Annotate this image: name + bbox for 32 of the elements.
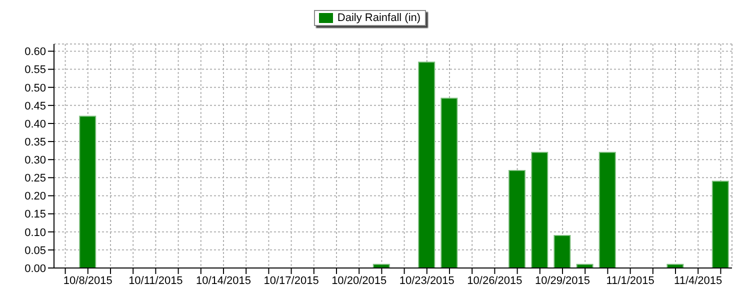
x-tick-label: 10/8/2015 (63, 274, 112, 287)
x-tick-label: 10/14/2015 (196, 274, 252, 287)
x-tick-label: 10/11/2015 (128, 274, 183, 287)
x-tick-label: 10/17/2015 (264, 274, 319, 287)
bar (554, 234, 571, 268)
y-tick-label: 0.05 (24, 244, 46, 257)
y-tick-label: 0.35 (24, 136, 46, 148)
x-tick-label: 11/4/2015 (674, 274, 722, 287)
x-tick-label: 10/29/2015 (534, 274, 590, 287)
bar (531, 152, 548, 268)
bar (598, 152, 616, 268)
y-tick-label: 0.55 (24, 64, 46, 76)
bar (418, 62, 436, 268)
bar (440, 98, 458, 268)
y-tick-label: 0.00 (24, 262, 46, 275)
x-tick-label: 10/26/2015 (467, 274, 522, 287)
x-tick-label: 10/23/2015 (399, 274, 454, 287)
y-tick-label: 0.15 (24, 208, 46, 221)
bar (79, 116, 96, 268)
bar (508, 170, 526, 268)
legend-label: Daily Rainfall (in) (337, 12, 421, 24)
y-tick-label: 0.25 (24, 172, 46, 185)
y-tick-label: 0.10 (24, 226, 46, 239)
y-tick-label: 0.50 (24, 82, 46, 94)
y-tick-label: 0.40 (24, 118, 46, 130)
bar (712, 180, 729, 268)
y-tick-label: 0.60 (24, 46, 46, 58)
x-tick-label: 11/1/2015 (606, 274, 654, 287)
x-tick-label: 10/20/2015 (332, 274, 387, 287)
y-tick-label: 0.30 (24, 154, 46, 167)
y-tick-label: 0.20 (24, 190, 46, 203)
y-tick-label: 0.45 (24, 100, 46, 112)
